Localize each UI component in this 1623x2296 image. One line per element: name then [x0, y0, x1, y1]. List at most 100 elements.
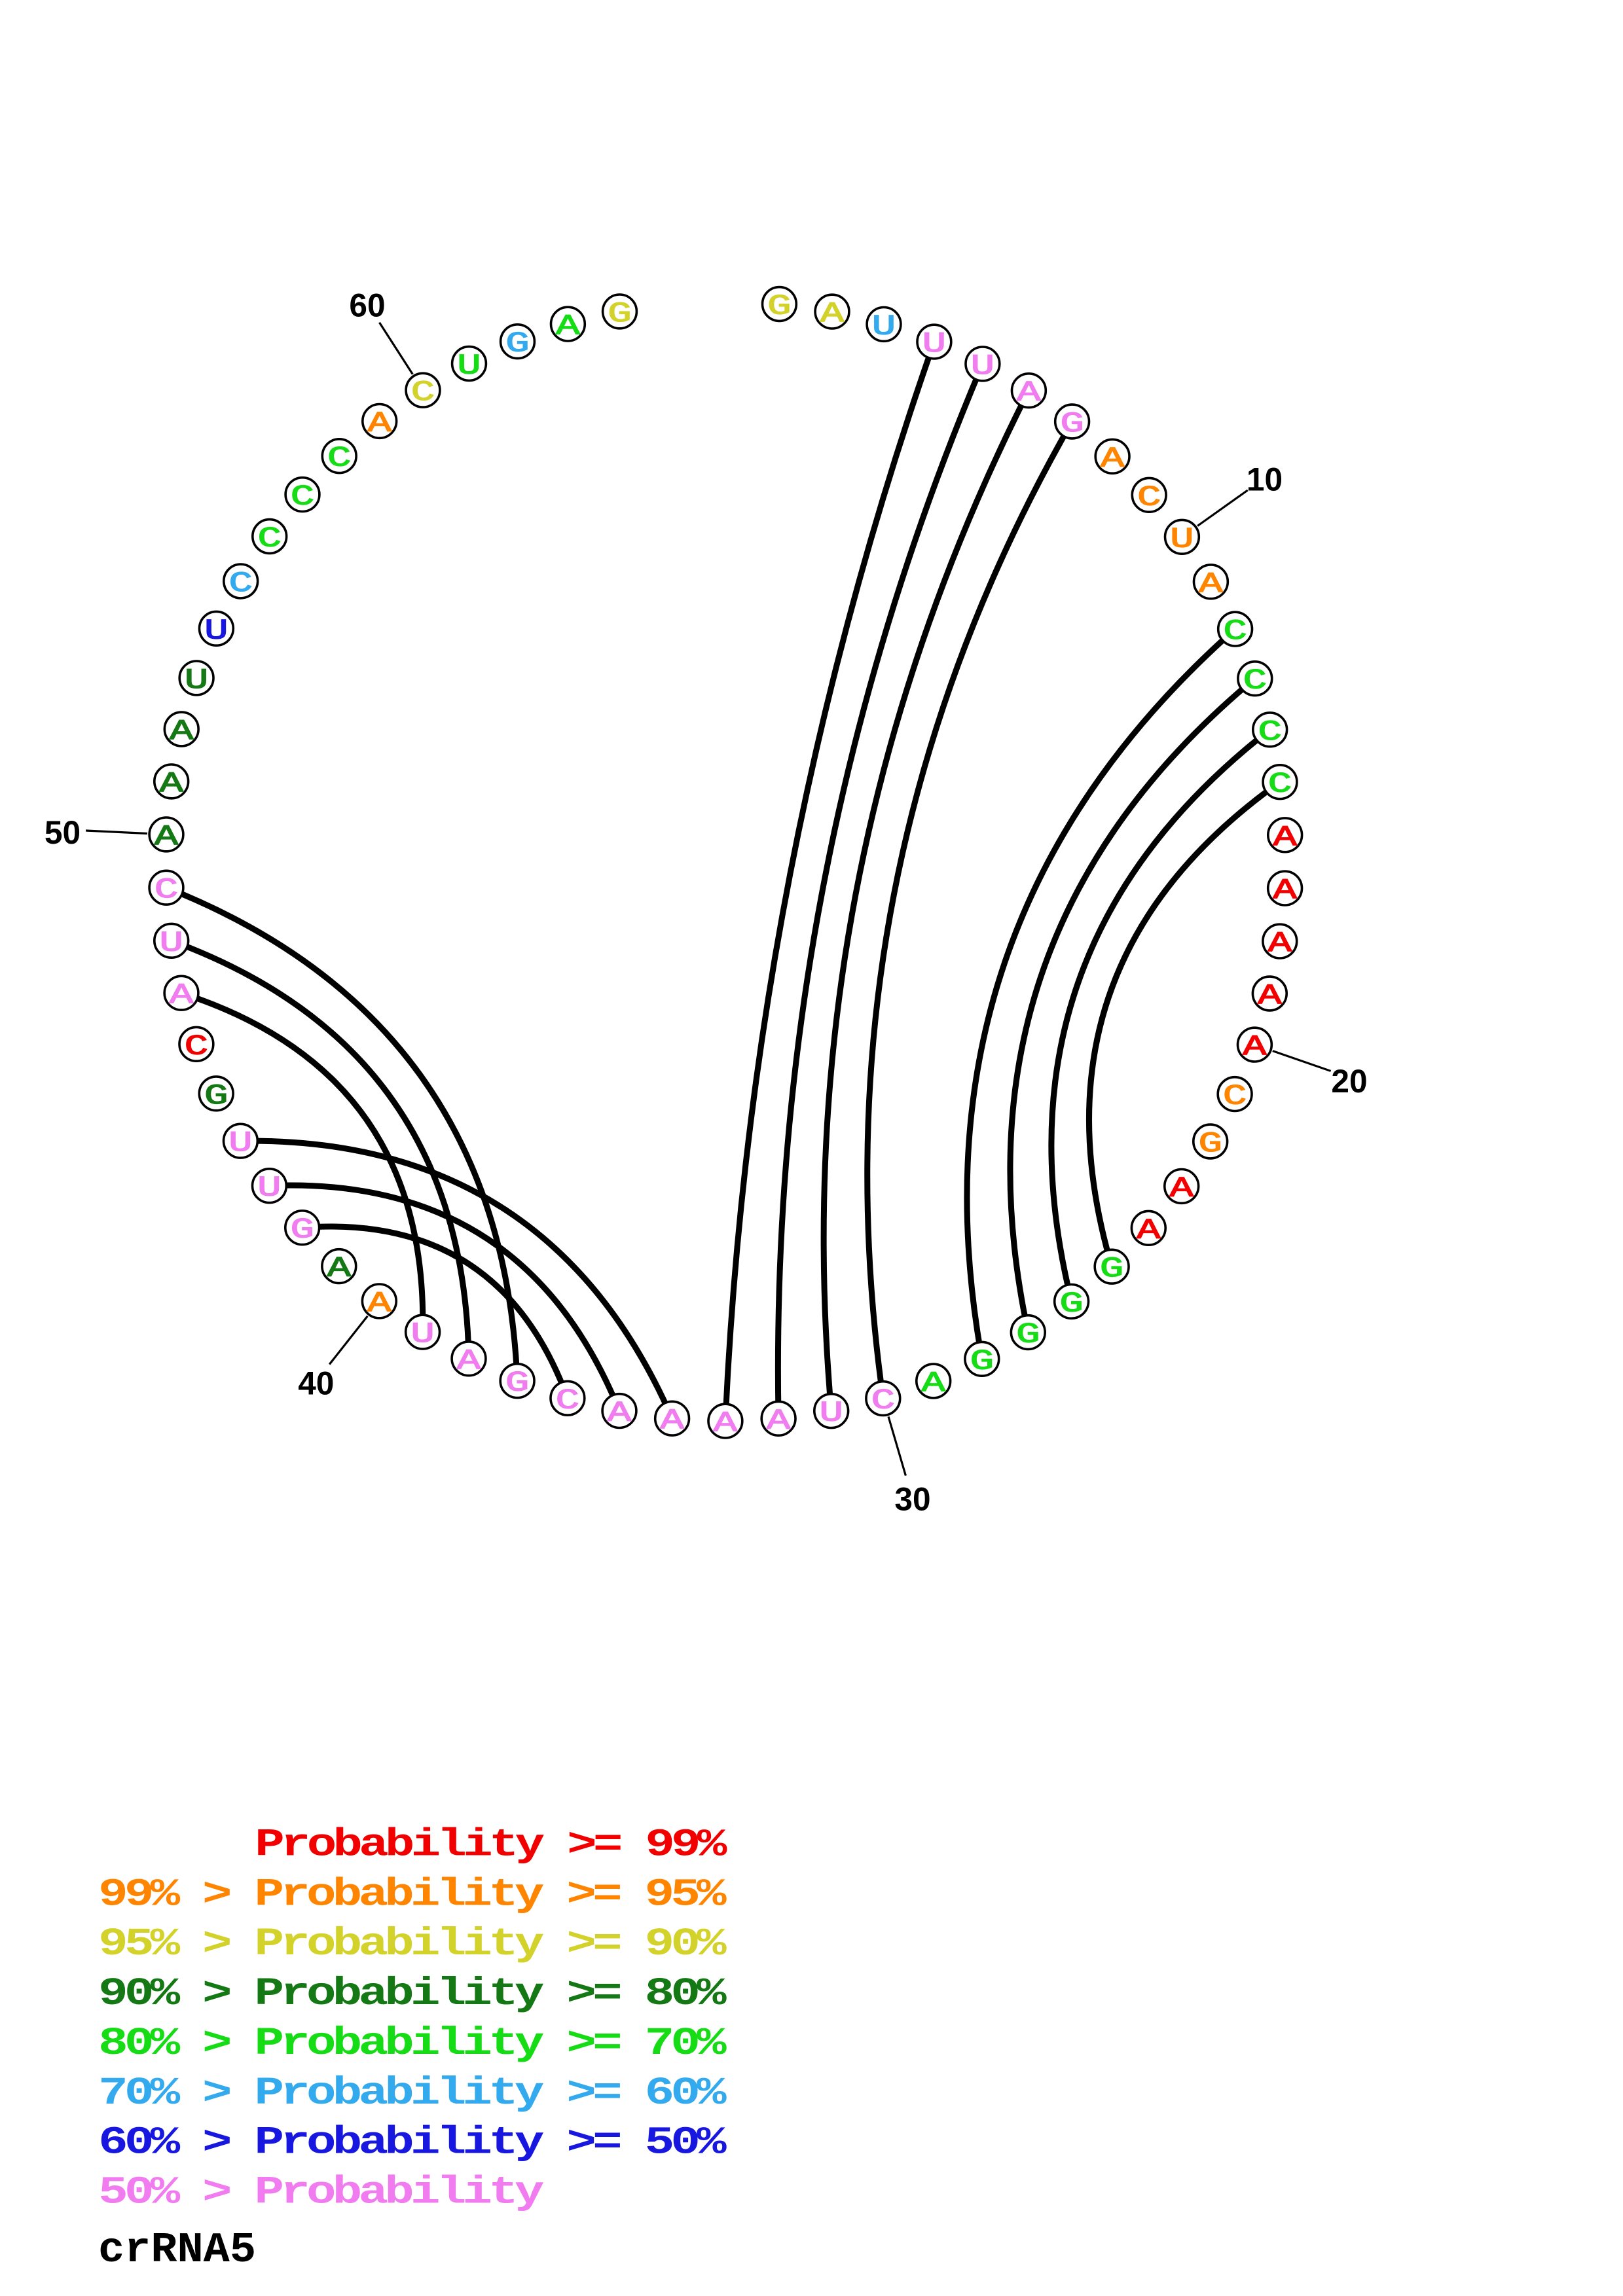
svg-text:o: o	[307, 1823, 337, 1867]
svg-text:i: i	[462, 1922, 492, 1966]
svg-text:C: C	[1223, 615, 1247, 648]
svg-text:G: G	[204, 1079, 228, 1112]
svg-text:>: >	[202, 2022, 232, 2066]
svg-text:o: o	[306, 2121, 337, 2165]
svg-text:=: =	[593, 1972, 623, 2016]
svg-text:a: a	[359, 1823, 389, 1867]
svg-text:%: %	[697, 1873, 727, 1917]
svg-text:%: %	[697, 1823, 727, 1867]
svg-text:5: 5	[670, 1873, 701, 1917]
svg-text:U: U	[922, 328, 946, 361]
svg-text:9: 9	[645, 1823, 675, 1867]
svg-text:7: 7	[98, 2072, 128, 2115]
svg-text:U: U	[872, 310, 896, 343]
svg-text:t: t	[488, 1873, 519, 1917]
svg-text:G: G	[1198, 1127, 1222, 1160]
svg-text:i: i	[410, 2022, 441, 2066]
svg-text:t: t	[488, 2022, 519, 2066]
svg-text:r: r	[280, 2022, 310, 2066]
svg-text:G: G	[1016, 1318, 1040, 1351]
svg-text:=: =	[593, 1823, 623, 1867]
svg-text:r: r	[280, 2121, 310, 2165]
svg-text:G: G	[505, 327, 529, 360]
svg-text:A: A	[367, 407, 392, 440]
svg-text:C: C	[1223, 1080, 1247, 1113]
svg-text:U: U	[410, 1318, 434, 1351]
svg-text:r: r	[280, 2171, 310, 2215]
svg-text:5: 5	[645, 2121, 675, 2165]
svg-text:G: G	[290, 1213, 314, 1246]
svg-text:y: y	[515, 2171, 545, 2215]
svg-text:i: i	[410, 2171, 441, 2215]
svg-text:%: %	[151, 2072, 181, 2115]
svg-text:10: 10	[1247, 461, 1283, 498]
svg-text:A: A	[155, 820, 179, 853]
svg-text:>: >	[566, 2121, 596, 2165]
svg-text:U: U	[159, 927, 183, 960]
svg-text:8: 8	[645, 1972, 675, 2016]
svg-text:%: %	[697, 1972, 727, 2016]
svg-text:A: A	[170, 715, 194, 747]
svg-text:%: %	[697, 2121, 727, 2165]
svg-text:5: 5	[98, 2171, 128, 2215]
svg-text:C: C	[411, 376, 435, 409]
svg-text:%: %	[697, 2072, 727, 2115]
svg-text:U: U	[257, 1172, 281, 1204]
svg-text:%: %	[151, 2171, 181, 2215]
svg-text:b: b	[333, 1922, 363, 1966]
svg-text:C: C	[1137, 481, 1161, 514]
svg-text:P: P	[255, 1972, 285, 2016]
svg-text:i: i	[462, 2022, 492, 2066]
svg-text:%: %	[151, 2121, 181, 2165]
svg-text:r: r	[281, 1823, 311, 1867]
svg-text:G: G	[1059, 1287, 1083, 1320]
svg-text:l: l	[437, 2171, 467, 2215]
svg-text:C: C	[1268, 768, 1292, 800]
svg-text:b: b	[333, 1873, 363, 1917]
svg-text:y: y	[515, 1922, 545, 1966]
svg-text:6: 6	[645, 2072, 675, 2115]
svg-text:t: t	[488, 1922, 519, 1966]
svg-text:i: i	[462, 1972, 492, 2016]
svg-text:40: 40	[298, 1365, 334, 1402]
svg-text:r: r	[280, 1922, 310, 1966]
svg-text:i: i	[411, 1823, 441, 1867]
svg-text:y: y	[515, 2121, 545, 2165]
svg-text:y: y	[515, 1823, 545, 1867]
svg-text:A: A	[457, 1344, 481, 1377]
svg-text:i: i	[462, 2072, 492, 2115]
svg-text:8: 8	[98, 2022, 128, 2066]
svg-text:0: 0	[124, 2171, 155, 2215]
svg-text:%: %	[697, 2022, 727, 2066]
svg-text:9: 9	[98, 1922, 128, 1966]
svg-text:i: i	[410, 1873, 441, 1917]
svg-text:a: a	[359, 1922, 389, 1966]
svg-text:9: 9	[98, 1972, 128, 2016]
svg-text:>: >	[202, 2121, 232, 2165]
svg-text:A: A	[767, 1405, 791, 1437]
svg-text:b: b	[333, 1823, 363, 1867]
svg-text:A: A	[1017, 376, 1041, 409]
svg-text:C: C	[556, 1384, 579, 1417]
svg-text:o: o	[306, 2171, 337, 2215]
svg-text:>: >	[566, 1972, 596, 2016]
svg-text:G: G	[970, 1345, 994, 1378]
svg-text:i: i	[410, 2121, 441, 2165]
svg-text:P: P	[255, 1922, 285, 1966]
svg-text:C: C	[155, 874, 178, 906]
svg-text:l: l	[437, 2022, 467, 2066]
svg-text:>: >	[202, 1922, 232, 1966]
svg-text:20: 20	[1331, 1063, 1367, 1100]
svg-text:G: G	[1060, 407, 1084, 440]
svg-text:G: G	[608, 297, 631, 330]
svg-text:o: o	[306, 1972, 337, 2016]
svg-text:C: C	[871, 1384, 895, 1417]
svg-text:l: l	[437, 1873, 467, 1917]
svg-text:A: A	[660, 1405, 684, 1437]
svg-text:=: =	[593, 2072, 623, 2115]
svg-text:b: b	[384, 2121, 414, 2165]
svg-text:b: b	[384, 1972, 414, 2016]
svg-text:=: =	[593, 2121, 623, 2165]
svg-text:a: a	[359, 2022, 389, 2066]
svg-text:o: o	[306, 1873, 337, 1917]
